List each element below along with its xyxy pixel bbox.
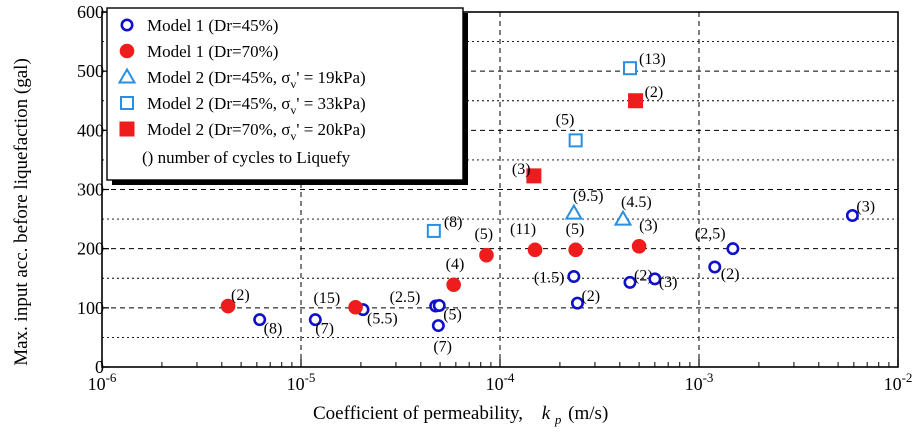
y-tick-label: 200 bbox=[77, 239, 104, 259]
data-label: (8) bbox=[444, 214, 463, 231]
x-tick-label: 10-5 bbox=[287, 370, 316, 394]
data-label: (5) bbox=[443, 306, 462, 323]
data-label: (2) bbox=[231, 287, 250, 304]
legend-note: () number of cycles to Liquefy bbox=[142, 148, 351, 167]
data-point bbox=[628, 93, 644, 109]
legend-marker bbox=[120, 18, 134, 32]
data-point bbox=[623, 275, 637, 289]
legend-item: Model 2 (Dr=70%, σv' = 20kPa) bbox=[119, 120, 366, 143]
legend-item: Model 2 (Dr=45%, σv' = 33kPa) bbox=[120, 94, 366, 117]
data-point bbox=[648, 272, 662, 286]
x-axis-label-subscript: p bbox=[554, 412, 562, 427]
data-label: (8) bbox=[264, 321, 283, 338]
y-tick-label: 0 bbox=[95, 357, 104, 377]
data-label: (4) bbox=[446, 256, 465, 273]
y-tick-label: 600 bbox=[77, 2, 104, 22]
x-axis-label-unit: (m/s) bbox=[568, 403, 608, 424]
y-tick-label: 500 bbox=[77, 61, 104, 81]
legend-item: Model 1 (Dr=70%) bbox=[119, 42, 278, 61]
data-point bbox=[567, 269, 581, 283]
x-tick-label: 10-2 bbox=[884, 370, 913, 394]
data-label: (7) bbox=[315, 321, 334, 338]
data-label: (7) bbox=[433, 339, 452, 356]
data-point bbox=[431, 319, 445, 333]
data-point bbox=[348, 299, 363, 315]
data-point bbox=[432, 298, 446, 312]
data-point bbox=[564, 203, 584, 220]
series-3: (9.5) (4.5) bbox=[564, 188, 652, 226]
x-tick-label: 10-4 bbox=[486, 370, 515, 394]
legend-marker bbox=[119, 43, 135, 59]
data-point bbox=[726, 242, 740, 256]
data-label: (11) bbox=[510, 221, 536, 238]
data-label: (1.5) bbox=[534, 269, 565, 286]
y-tick-label: 300 bbox=[77, 180, 104, 200]
y-axis-label: Max. input acc. before liquefaction (gal… bbox=[11, 58, 32, 366]
data-point bbox=[308, 313, 322, 327]
legend-marker bbox=[119, 121, 135, 137]
data-point bbox=[622, 61, 637, 76]
data-label: (5.5) bbox=[367, 311, 398, 328]
x-tick-label: 10-3 bbox=[685, 370, 714, 394]
data-label: (15) bbox=[314, 290, 341, 307]
data-label: (2.5) bbox=[390, 289, 421, 306]
data-point bbox=[568, 133, 583, 148]
legend-label: Model 2 (Dr=45%, σv' = 33kPa) bbox=[147, 94, 366, 117]
data-points: (8) (7)(5.5)(2.5)(5)(7)(1.5)(2)(2) (3) (2)(… bbox=[220, 51, 875, 356]
data-label: (3) bbox=[856, 199, 875, 216]
data-label: (2) bbox=[581, 288, 600, 305]
grid-layer bbox=[102, 12, 898, 367]
data-point bbox=[253, 313, 267, 327]
data-label: (3) bbox=[659, 274, 678, 291]
legend-item: Model 1 (Dr=45%) bbox=[120, 16, 278, 35]
data-point bbox=[568, 242, 583, 258]
data-label: (3) bbox=[512, 161, 531, 178]
data-point bbox=[479, 247, 494, 263]
x-axis-label-text: Coefficient of permeability, bbox=[313, 403, 523, 424]
data-point bbox=[527, 242, 543, 258]
data-label: (9.5) bbox=[573, 188, 604, 205]
data-label: (4.5) bbox=[621, 194, 652, 211]
data-point bbox=[526, 168, 542, 184]
legend-label: Model 1 (Dr=45%) bbox=[147, 16, 278, 35]
legend-marker bbox=[120, 96, 134, 110]
data-label: (2) bbox=[634, 267, 653, 284]
legend-item: Model 2 (Dr=45%, σv' = 19kPa) bbox=[117, 67, 366, 91]
data-point bbox=[845, 209, 859, 223]
legend-label: Model 2 (Dr=45%, σv' = 19kPa) bbox=[147, 68, 366, 91]
data-label: (5) bbox=[566, 221, 585, 238]
x-tick-label: 10-6 bbox=[88, 370, 117, 394]
series-5: (3) (2) bbox=[512, 84, 664, 184]
legend-box bbox=[106, 7, 464, 181]
data-label: (13) bbox=[639, 51, 666, 68]
x-axis-label: Coefficient of permeability, k p (m/s) bbox=[313, 403, 608, 429]
x-axis-label-variable: k bbox=[542, 403, 551, 424]
axis-ticks: 0 100 200 300 400 500 600 10-6 10-5 10-4 10-3 10-2 bbox=[77, 2, 912, 394]
series-2: (2) (15) (4) (5) (11) (5) (3) bbox=[220, 217, 658, 315]
data-point bbox=[426, 223, 441, 238]
data-point bbox=[220, 298, 236, 314]
data-label: (2) bbox=[645, 84, 664, 101]
legend-label: Model 1 (Dr=70%) bbox=[147, 42, 278, 61]
data-label: (3) bbox=[639, 217, 658, 234]
data-label: (5) bbox=[474, 226, 493, 243]
data-point bbox=[613, 209, 633, 226]
data-label: (5) bbox=[556, 111, 575, 128]
series-4: (8) (5) (13) bbox=[426, 51, 666, 238]
y-tick-label: 100 bbox=[77, 298, 104, 318]
series-1: (8) (7) (5.5) (2.5) (5) (7) (1.5) (2) (2) (3) (2) (… bbox=[253, 199, 875, 356]
y-tick-label: 400 bbox=[77, 120, 104, 140]
data-point bbox=[570, 296, 584, 310]
data-label: (2,5) bbox=[695, 226, 726, 243]
data-point bbox=[631, 239, 647, 254]
data-label: (2) bbox=[721, 266, 740, 283]
legend-marker bbox=[117, 67, 137, 84]
legend-label: Model 2 (Dr=70%, σv' = 20kPa) bbox=[147, 120, 366, 143]
data-point bbox=[708, 260, 722, 274]
legend: Model 1 (Dr=45%) Model 1 (Dr=70%) Model 2 … bbox=[106, 7, 468, 185]
data-point bbox=[446, 277, 461, 293]
